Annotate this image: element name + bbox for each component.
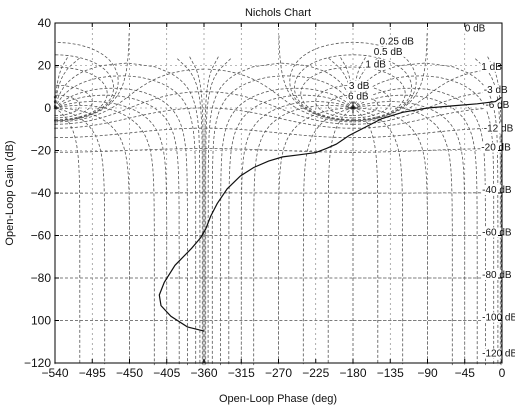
- y-tick-label: 40: [38, 16, 52, 30]
- n-contour: [352, 107, 404, 365]
- y-tick-label: 0: [44, 101, 51, 115]
- m-label-bg: [481, 227, 515, 238]
- x-tick-label: −135: [377, 366, 404, 380]
- m-label-bg: [481, 312, 515, 323]
- n-contour: [205, 58, 231, 366]
- m-label-bg: [482, 85, 513, 96]
- n-contour: [204, 56, 219, 366]
- m-contour: [54, 33, 130, 122]
- n-contour: [54, 75, 197, 366]
- n-contour: [211, 75, 354, 366]
- m-circle-label: -3 dB: [484, 85, 508, 96]
- x-tick-label: −360: [190, 366, 217, 380]
- m-label-bg: [480, 142, 515, 153]
- m-circle-label: 0.25 dB: [379, 36, 414, 47]
- x-axis-label: Open-Loop Phase (deg): [219, 393, 337, 405]
- m-circle-labels: 0 dB 0.25 dB0.5 dB 1 dB 3 dB6 dB 1 dB -3 dB -6…: [347, 23, 515, 360]
- m-label-bg: [364, 59, 389, 70]
- n-contour: [54, 87, 188, 366]
- x-tick-label: −90: [417, 366, 438, 380]
- m-label-bg: [347, 91, 372, 102]
- m-circle-label: 0 dB: [465, 24, 486, 35]
- m-label-bg: [481, 185, 515, 195]
- x-tick-label: −270: [265, 366, 292, 380]
- m-circle-label: -100 dB: [482, 313, 515, 324]
- open-loop-response-line: [158, 96, 502, 332]
- n-contour: [302, 107, 354, 365]
- n-contour: [189, 56, 204, 366]
- n-contour: [253, 104, 354, 366]
- y-tick-label: 100: [31, 314, 51, 328]
- n-contour: [54, 62, 201, 366]
- m-circle-label: -6 dB: [485, 100, 509, 111]
- y-axis-ticks: 40 20 0 −20 −40 −60 −80 100 −120: [24, 16, 502, 370]
- y-tick-label: −120: [24, 356, 51, 370]
- x-tick-label: −315: [228, 366, 255, 380]
- x-tick-label: −450: [116, 366, 143, 380]
- y-tick-label: −20: [31, 144, 52, 158]
- m-circle-label: 1 dB: [365, 60, 386, 71]
- n-contour: [54, 107, 106, 365]
- m-circle-label: -120 dB: [482, 349, 515, 360]
- m-circle-label: -20 dB: [481, 143, 511, 154]
- x-tick-label: −405: [153, 366, 180, 380]
- m-label-bg: [463, 23, 489, 34]
- m-label-bg: [378, 36, 420, 47]
- y-tick-label: −40: [31, 186, 52, 200]
- critical-point-marker: [348, 103, 358, 113]
- m-label-bg: [480, 61, 505, 72]
- m-label-bg: [482, 123, 515, 134]
- m-circle-label: 1 dB: [481, 62, 502, 73]
- m-label-bg: [481, 270, 515, 280]
- x-tick-label: −180: [339, 366, 366, 380]
- m-circle-label: -40 dB: [482, 185, 512, 196]
- m-label-bg: [372, 46, 409, 57]
- m-label-bg: [484, 100, 515, 110]
- m-label-bg: [481, 348, 515, 359]
- n-contour: [352, 87, 486, 366]
- x-tick-label: 0: [499, 366, 506, 380]
- n-contour: [54, 104, 155, 366]
- m-circle-label: 0.5 dB: [374, 47, 403, 58]
- m-circle-label: 6 dB: [348, 92, 369, 103]
- y-tick-label: 20: [38, 59, 52, 73]
- m-circle-label: -80 dB: [482, 270, 512, 281]
- y-tick-label: −80: [31, 271, 52, 285]
- m-circle-label: -12 dB: [484, 123, 514, 134]
- m-circle-label: 3 dB: [349, 81, 370, 92]
- m-circle-label: -60 dB: [482, 228, 512, 239]
- y-tick-label: −60: [31, 229, 52, 243]
- m-label-bg: [347, 80, 373, 91]
- n-contour: [220, 87, 354, 366]
- x-axis-ticks: −540 −495 −450 −405 −360 −315 −270 −225 −180 −135…: [41, 23, 506, 380]
- x-tick-label: −495: [79, 366, 106, 380]
- n-contour: [352, 104, 453, 366]
- y-axis-label: Open-Loop Gain (dB): [4, 140, 16, 245]
- n-contour: [177, 58, 203, 366]
- x-tick-label: −45: [455, 366, 476, 380]
- x-tick-label: −540: [41, 366, 68, 380]
- chart-title: Nichols Chart: [245, 7, 311, 19]
- series-layer: [158, 96, 502, 332]
- x-tick-label: −225: [302, 366, 329, 380]
